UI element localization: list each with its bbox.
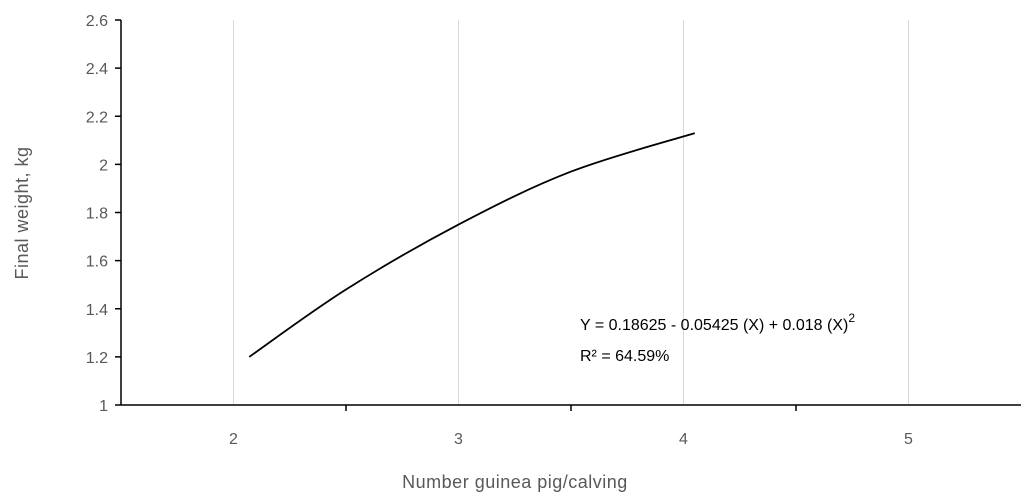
y-tick-label-2: 1.4	[86, 302, 108, 319]
x-tick-label-1: 3	[454, 431, 463, 448]
y-tick-label-7: 2.4	[86, 61, 108, 78]
x-tick-label-2: 4	[679, 431, 688, 448]
y-tick-label-8: 2.6	[86, 13, 108, 30]
equation-text: Y = 0.18625 - 0.05425 (X) + 0.018 (X)	[580, 317, 848, 334]
series-line-0	[248, 132, 696, 358]
y-tick-label-4: 1.8	[86, 206, 108, 223]
x-tick-label-0: 2	[229, 431, 238, 448]
gridlines	[233, 20, 909, 405]
tick-labels: 1 1.2 1.4 1.6 1.8 2 2.2 2.4 2.6 2 3 4 5	[86, 13, 913, 448]
y-tick-label-1: 1.2	[86, 350, 108, 367]
y-tick-label-6: 2.2	[86, 109, 108, 126]
x-axis-title: Number guinea pig/calving	[402, 472, 628, 492]
x-tick-label-3: 5	[904, 431, 913, 448]
y-tick-label-0: 1	[99, 398, 108, 415]
equation-exponent: 2	[848, 311, 855, 325]
axes	[115, 19, 1021, 411]
y-tick-label-3: 1.6	[86, 254, 108, 271]
y-axis-title: Final weight, kg	[12, 146, 32, 279]
y-tick-label-5: 2	[99, 157, 108, 174]
series	[248, 132, 696, 358]
r-squared-annotation: R² = 64.59%	[580, 348, 669, 365]
equation-annotation: Y = 0.18625 - 0.05425 (X) + 0.018 (X)2	[580, 311, 855, 334]
